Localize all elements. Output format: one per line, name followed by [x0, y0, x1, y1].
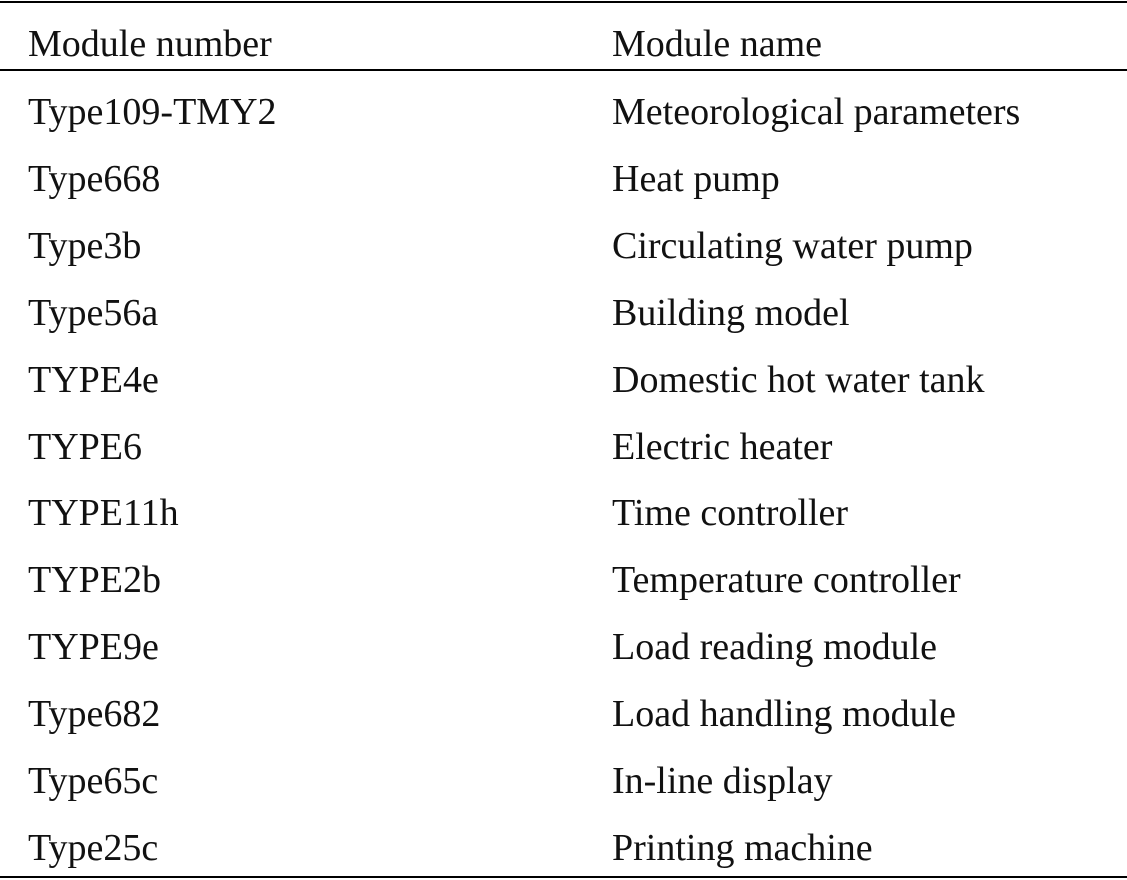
table-cell: Type109-TMY2	[28, 91, 277, 133]
table-cell: Load reading module	[612, 626, 938, 669]
header-cell: Module name	[612, 23, 823, 65]
table-cell: Printing machine	[612, 826, 873, 869]
table-cell: Electric heater	[612, 425, 833, 468]
bottom-rule	[0, 876, 1127, 878]
table-cell: Type682	[28, 693, 161, 736]
table-cell: Time controller	[612, 492, 849, 535]
table-cell: Type65c	[28, 760, 159, 802]
table-cell: Load handling module	[612, 693, 957, 736]
table-cell: Temperature controller	[612, 559, 961, 602]
table-cell: Domestic hot water tank	[612, 358, 985, 401]
table-cell: TYPE2b	[28, 559, 161, 602]
top-rule	[0, 1, 1127, 3]
table-cell: Meteorological parameters	[612, 91, 1021, 133]
table-cell: Type25c	[28, 826, 159, 869]
table-cell: Type56a	[28, 291, 159, 334]
table-cell: TYPE6	[28, 425, 142, 468]
table-cell: TYPE9e	[28, 626, 159, 669]
table-cell: Circulating water pump	[612, 224, 973, 267]
table-cell: Heat pump	[612, 157, 780, 200]
table-cell: TYPE11h	[28, 492, 179, 535]
table-cell: Type668	[28, 157, 161, 200]
header-cell: Module number	[28, 23, 272, 65]
table-cell: TYPE4e	[28, 358, 159, 401]
table-cell: In-line display	[612, 760, 833, 802]
header-rule	[0, 69, 1127, 71]
table-cell: Type3b	[28, 224, 142, 267]
table-cell: Building model	[612, 291, 850, 334]
